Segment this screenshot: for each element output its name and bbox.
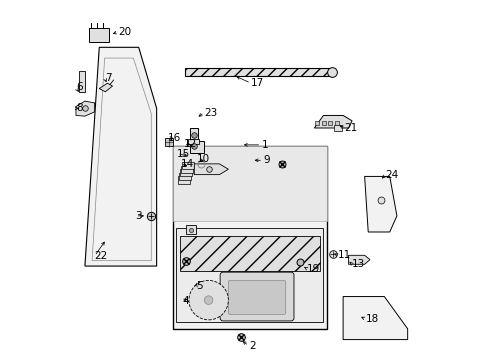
Bar [180,169,191,176]
Text: 7: 7 [104,73,111,83]
Polygon shape [194,164,228,175]
Text: 11: 11 [337,250,350,260]
Bar [172,146,326,329]
Bar [180,235,319,271]
Bar [79,71,85,92]
Polygon shape [314,116,351,128]
Bar [185,68,330,76]
Bar [172,146,326,221]
Polygon shape [343,297,407,339]
Text: 15: 15 [177,149,190,159]
FancyBboxPatch shape [220,272,293,321]
Circle shape [204,296,212,305]
Bar [179,173,190,180]
Circle shape [188,280,228,320]
Bar [178,176,189,184]
Text: 20: 20 [118,27,131,37]
Polygon shape [99,83,112,92]
Text: 4: 4 [182,296,189,306]
Bar [186,225,196,234]
Text: 9: 9 [263,155,269,165]
Polygon shape [348,255,369,264]
Text: 3: 3 [135,211,142,221]
Polygon shape [190,128,203,153]
Text: 14: 14 [180,159,194,169]
Text: 24: 24 [384,170,398,180]
Text: 12: 12 [183,139,196,149]
Text: 16: 16 [167,133,180,143]
Text: 19: 19 [306,264,320,274]
Text: 8: 8 [76,103,82,113]
Text: 23: 23 [204,108,217,118]
Text: 6: 6 [76,82,82,93]
Text: 18: 18 [365,314,378,324]
Text: 21: 21 [344,123,357,133]
Bar [88,28,109,42]
Text: 1: 1 [261,140,267,150]
Polygon shape [364,176,396,232]
Bar [182,162,194,169]
Bar [187,139,198,144]
Polygon shape [76,101,94,116]
Bar [181,166,192,173]
Polygon shape [85,47,156,266]
Bar [176,228,323,321]
Text: 10: 10 [197,154,210,164]
Text: 13: 13 [351,259,365,269]
FancyBboxPatch shape [228,280,285,315]
Bar [333,125,341,131]
Text: 2: 2 [248,341,255,351]
Text: 22: 22 [94,251,108,261]
Text: 5: 5 [196,281,203,291]
Text: 17: 17 [250,78,264,88]
